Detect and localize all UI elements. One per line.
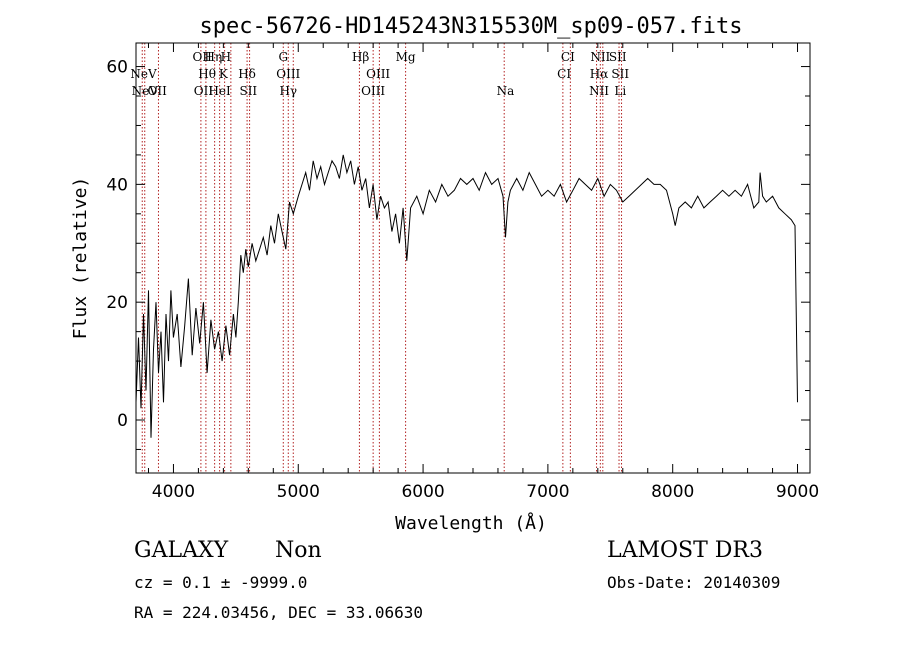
y-tick-label: 20 xyxy=(106,293,128,313)
spectral-line-label: SII xyxy=(239,84,257,98)
x-tick-label: 5000 xyxy=(277,482,320,502)
spectral-line-label: Li xyxy=(614,84,626,98)
y-tick-label: 60 xyxy=(106,58,128,78)
spectral-line-label: CI xyxy=(561,50,575,64)
spectral-line-label: Hθ xyxy=(198,67,216,81)
chart-title: spec-56726-HD145243N315530M_sp09-057.fit… xyxy=(199,14,742,39)
spectral-line-label: HeI xyxy=(208,84,231,98)
x-tick-label: 7000 xyxy=(526,482,569,502)
spectral-line-label: Mg xyxy=(396,50,416,64)
spectral-line-label: NeV xyxy=(130,67,157,81)
spectral-line-label: Hα xyxy=(590,67,609,81)
x-tick-label: 6000 xyxy=(401,482,444,502)
plot-frame xyxy=(135,42,811,474)
observation-date: Obs-Date: 20140309 xyxy=(607,573,781,592)
spectral-line-label: OII xyxy=(192,50,212,64)
object-class: GALAXY xyxy=(134,538,229,563)
survey-name: LAMOST DR3 xyxy=(607,538,763,563)
x-axis-label: Wavelength (Å) xyxy=(395,512,547,534)
x-tick-label: 9000 xyxy=(776,482,819,502)
spectral-line-label: OII xyxy=(148,84,168,98)
spectral-line-label: NII xyxy=(589,84,609,98)
y-axis: 0 20 40 60 xyxy=(106,58,810,450)
spectrum-line xyxy=(135,154,798,438)
spectral-line-label: Hγ xyxy=(279,84,297,98)
spectral-line-markers xyxy=(141,43,623,473)
object-subclass: Non xyxy=(275,538,322,563)
spectral-line-label: K xyxy=(219,67,229,81)
redshift-readout: cz = 0.1 ± -9999.0 xyxy=(134,573,308,592)
spectral-line-label: NII xyxy=(590,50,610,64)
x-axis: 4000 5000 6000 7000 8000 9000 xyxy=(147,43,819,502)
spectral-line-label: SII xyxy=(609,50,627,64)
spectral-line-label: Hδ xyxy=(238,67,256,81)
spectral-line-label: NeV xyxy=(132,84,159,98)
spectral-line-label: Hβ xyxy=(352,50,369,64)
spectral-line-label: OIII xyxy=(366,67,390,81)
y-tick-label: 0 xyxy=(117,411,128,431)
x-tick-label: 8000 xyxy=(651,482,694,502)
spectral-line-label: OII xyxy=(194,84,214,98)
x-tick-label: 4000 xyxy=(152,482,195,502)
spectral-line-label: G xyxy=(278,50,288,64)
spectral-line-label: H xyxy=(221,50,231,64)
spectral-line-label: OIII xyxy=(276,67,300,81)
spectral-line-label: OIII xyxy=(361,84,385,98)
coordinates-readout: RA = 224.03456, DEC = 33.06630 xyxy=(134,603,423,622)
spectral-line-label: Hη xyxy=(205,50,223,64)
y-tick-label: 40 xyxy=(106,175,128,195)
spectral-line-label: SII xyxy=(611,67,629,81)
spectral-line-label: CI xyxy=(557,67,571,81)
y-axis-label: Flux (relative) xyxy=(70,177,91,340)
spectral-line-label: Na xyxy=(497,84,515,98)
